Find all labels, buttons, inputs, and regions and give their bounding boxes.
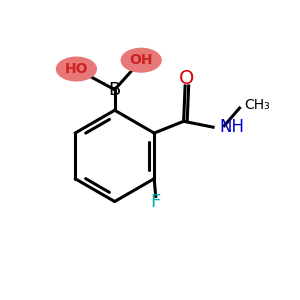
Text: OH: OH xyxy=(129,53,153,67)
Ellipse shape xyxy=(121,48,162,73)
Text: B: B xyxy=(109,81,121,99)
Ellipse shape xyxy=(56,56,97,82)
Text: F: F xyxy=(151,193,161,211)
Text: CH₃: CH₃ xyxy=(244,98,270,112)
Text: HO: HO xyxy=(64,62,88,76)
Text: NH: NH xyxy=(219,118,244,136)
Text: O: O xyxy=(179,69,195,88)
